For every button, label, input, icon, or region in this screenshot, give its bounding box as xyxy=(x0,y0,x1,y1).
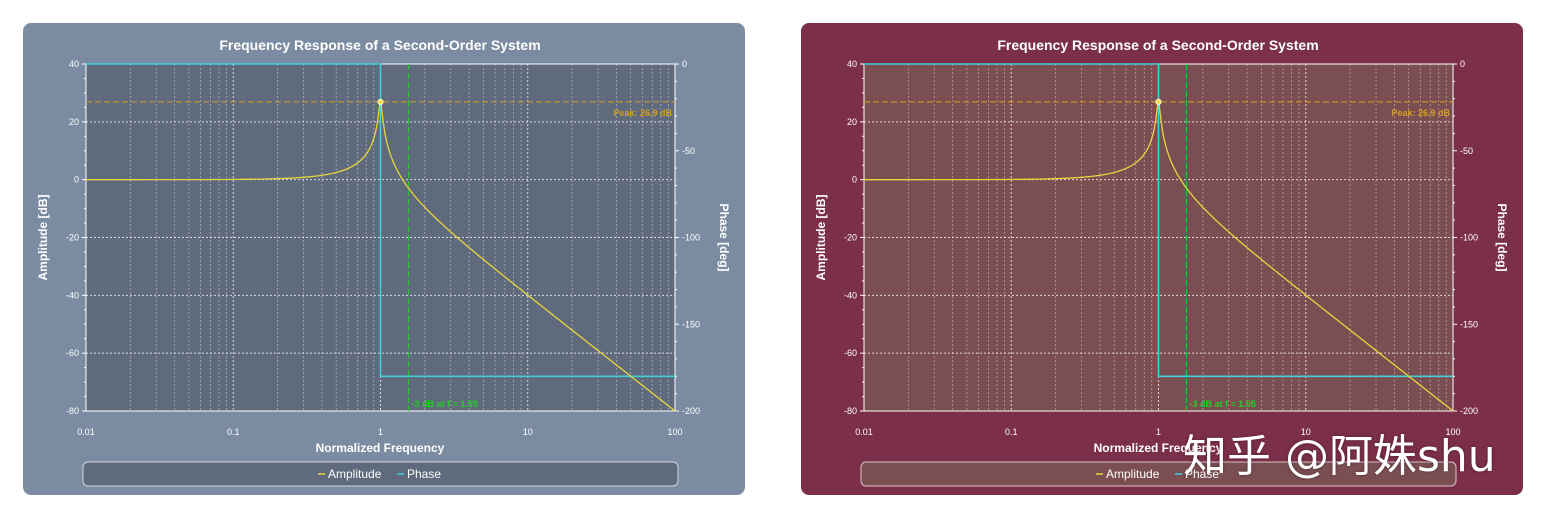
y-tick-label: 0 xyxy=(74,175,79,185)
y-tick-label: -20 xyxy=(66,233,79,243)
legend-label-phase-maroon: Phase xyxy=(1185,467,1219,481)
y-axis-label-slate: Amplitude [dB] xyxy=(36,195,50,281)
legend-label-amplitude-maroon: Amplitude xyxy=(1106,467,1160,481)
y2-tick-label: -100 xyxy=(1460,233,1478,243)
x-axis-label-slate: Normalized Frequency xyxy=(316,441,445,455)
peak-marker-maroon xyxy=(1155,98,1162,105)
phase-series-line-maroon xyxy=(864,63,1453,378)
x-tick-label: 0.1 xyxy=(1005,427,1018,437)
y2-tick-label: -100 xyxy=(682,233,700,243)
y-tick-label: 0 xyxy=(852,175,857,185)
y2-axis-label-maroon: Phase [deg] xyxy=(1495,203,1509,271)
y-tick-label: -20 xyxy=(844,233,857,243)
y2-tick-label: 0 xyxy=(1460,59,1465,69)
phase-series-line-slate xyxy=(86,63,675,378)
x-tick-label: 0.01 xyxy=(855,427,873,437)
y-tick-label: -40 xyxy=(66,290,79,300)
x-axis-label-maroon: Normalized Frequency xyxy=(1094,441,1223,455)
x-tick-label: 100 xyxy=(667,427,682,437)
chart-svg-maroon: Frequency Response of a Second-Order Sys… xyxy=(801,23,1523,495)
y2-tick-label: -200 xyxy=(1460,406,1478,416)
x-tick-label: 10 xyxy=(1301,427,1311,437)
y2-tick-label: -150 xyxy=(1460,319,1478,329)
y2-tick-label: -50 xyxy=(682,146,695,156)
chart-panel-maroon: Frequency Response of a Second-Order Sys… xyxy=(801,23,1523,495)
y-tick-label: -40 xyxy=(844,290,857,300)
chart-title-maroon: Frequency Response of a Second-Order Sys… xyxy=(997,37,1318,53)
y-tick-label: 40 xyxy=(847,59,857,69)
x-tick-label: 1 xyxy=(378,427,383,437)
chart-title-slate: Frequency Response of a Second-Order Sys… xyxy=(219,37,540,53)
y-tick-label: 40 xyxy=(69,59,79,69)
peak-annotation-slate: Peak: 26.9 dB xyxy=(613,108,672,118)
peak-marker-slate xyxy=(377,98,384,105)
x-tick-label: 100 xyxy=(1445,427,1460,437)
cutoff-annotation-slate: -3 dB at f = 1.55 xyxy=(412,399,478,409)
y2-tick-label: -150 xyxy=(682,319,700,329)
y-tick-label: 20 xyxy=(847,117,857,127)
peak-annotation-maroon: Peak: 26.9 dB xyxy=(1391,108,1450,118)
legend-box-maroon xyxy=(860,461,1457,487)
chart-panel-slate: Frequency Response of a Second-Order Sys… xyxy=(23,23,745,495)
y-tick-label: -80 xyxy=(66,406,79,416)
watermark-text: 知乎 @阿姝shu xyxy=(1183,431,1496,482)
y-axis-label-maroon: Amplitude [dB] xyxy=(814,195,828,281)
y-tick-label: -60 xyxy=(844,348,857,358)
y2-tick-label: 0 xyxy=(682,59,687,69)
chart-svg-slate: Frequency Response of a Second-Order Sys… xyxy=(23,23,745,495)
x-tick-label: 10 xyxy=(523,427,533,437)
legend-label-phase-slate: Phase xyxy=(407,467,441,481)
x-tick-label: 1 xyxy=(1156,427,1161,437)
x-tick-label: 0.1 xyxy=(227,427,240,437)
legend-box-slate xyxy=(82,461,679,487)
x-tick-label: 0.01 xyxy=(77,427,95,437)
y-tick-label: 20 xyxy=(69,117,79,127)
y2-tick-label: -50 xyxy=(1460,146,1473,156)
y2-axis-label-slate: Phase [deg] xyxy=(717,203,731,271)
legend-label-amplitude-slate: Amplitude xyxy=(328,467,382,481)
cutoff-annotation-maroon: -3 dB at f = 1.55 xyxy=(1190,399,1256,409)
y-tick-label: -80 xyxy=(844,406,857,416)
y2-tick-label: -200 xyxy=(682,406,700,416)
y-tick-label: -60 xyxy=(66,348,79,358)
